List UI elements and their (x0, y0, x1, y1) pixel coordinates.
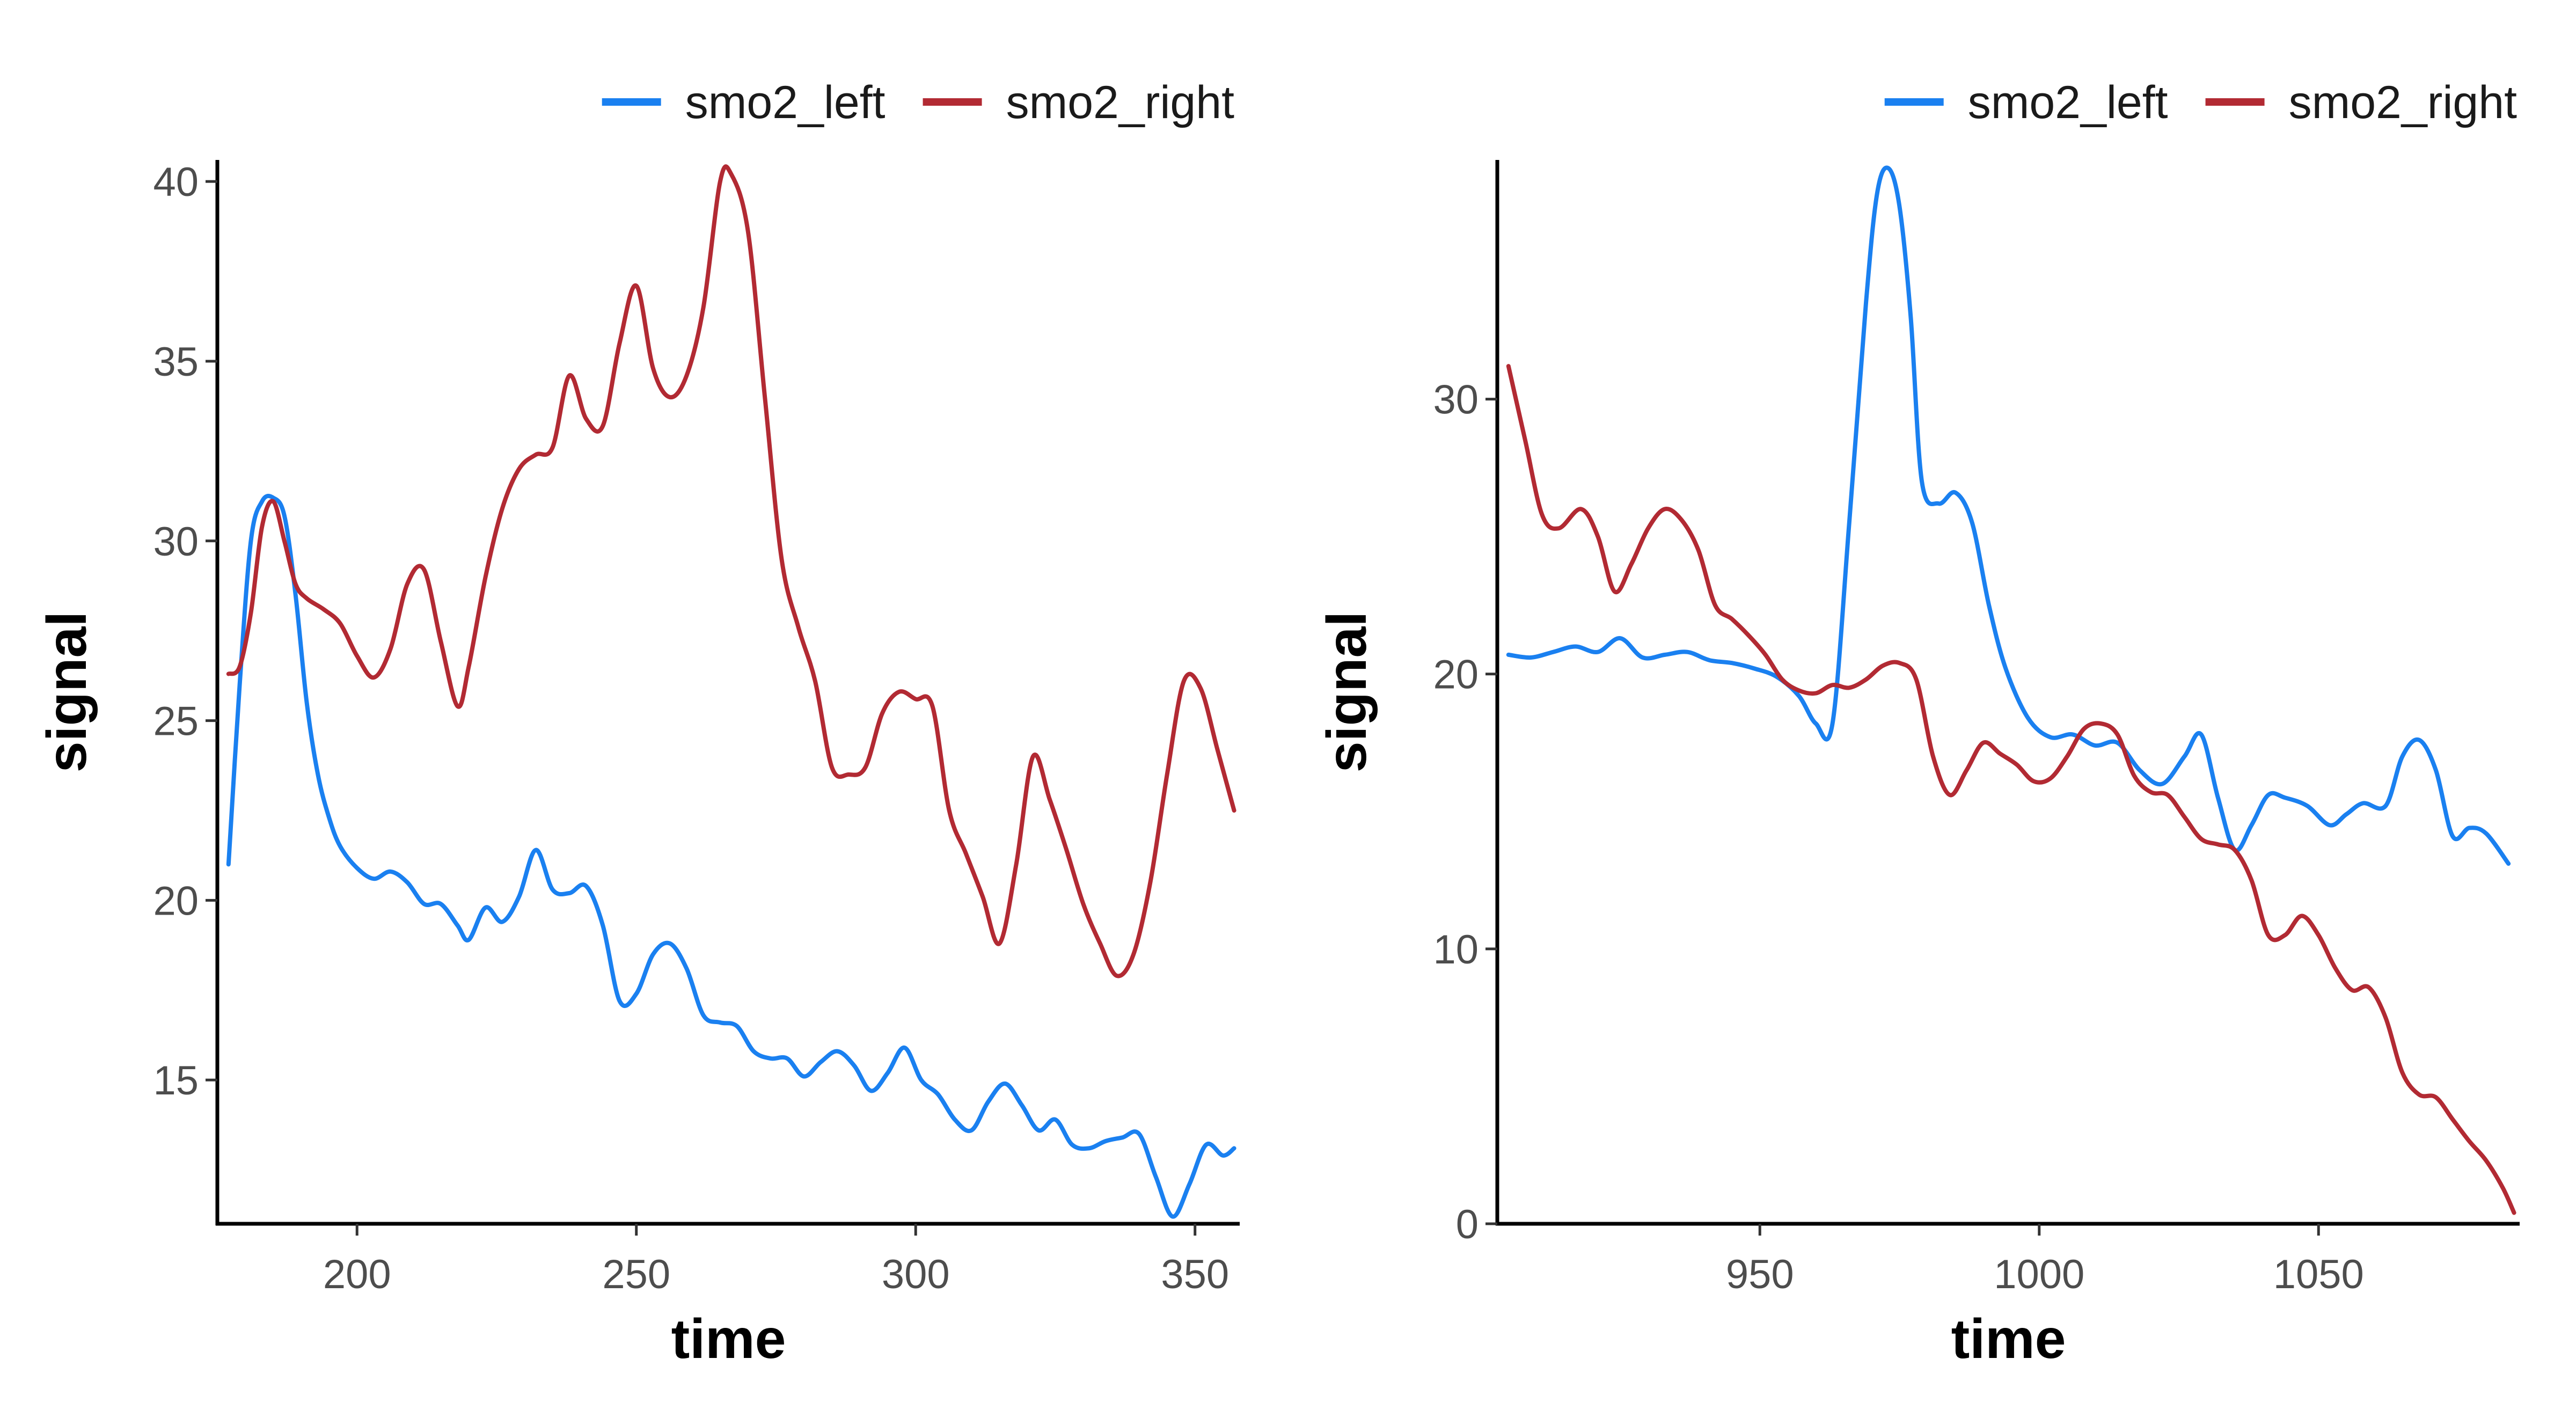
x-axis-title: time (671, 1308, 786, 1370)
x-axis-title: time (1951, 1308, 2066, 1370)
x-tick-label: 350 (1161, 1252, 1229, 1297)
y-tick-label: 30 (1433, 377, 1479, 423)
y-tick-label: 15 (153, 1058, 199, 1104)
series-line-smo2-right (226, 164, 1236, 978)
legend: smo2_left smo2_right (1884, 77, 2518, 128)
x-tick-label: 300 (882, 1252, 950, 1297)
y-tick-label: 20 (153, 878, 199, 924)
x-tick-label: 1050 (2273, 1252, 2364, 1297)
legend-label-smo2-right: smo2_right (1006, 77, 1235, 128)
legend-label-smo2-left: smo2_left (1968, 77, 2168, 128)
left-chart-panel: 15 20 25 30 35 40 200 250 300 350 time signal smo2_l… (36, 77, 1240, 1370)
y-tick-label: 40 (153, 159, 199, 205)
y-tick-label: 20 (1433, 652, 1479, 698)
legend-label-smo2-left: smo2_left (685, 77, 885, 128)
y-axis-title: signal (36, 611, 98, 773)
y-tick-label: 35 (153, 339, 199, 385)
y-tick-label: 0 (1456, 1202, 1479, 1247)
series-line-smo2-left (226, 494, 1236, 1219)
y-axis-title: signal (1316, 611, 1378, 773)
y-tick-label: 25 (153, 699, 199, 744)
legend-label-smo2-right: smo2_right (2289, 77, 2518, 128)
y-tick-label: 30 (153, 519, 199, 565)
x-tick-label: 1000 (1994, 1252, 2084, 1297)
y-tick-label: 10 (1433, 927, 1479, 973)
series-line-smo2-left (1506, 165, 2511, 866)
x-tick-label: 950 (1726, 1252, 1794, 1297)
x-tick-label: 250 (602, 1252, 670, 1297)
series-line-smo2-right (1506, 364, 2516, 1215)
legend: smo2_left smo2_right (602, 77, 1234, 128)
x-tick-label: 200 (323, 1252, 391, 1297)
